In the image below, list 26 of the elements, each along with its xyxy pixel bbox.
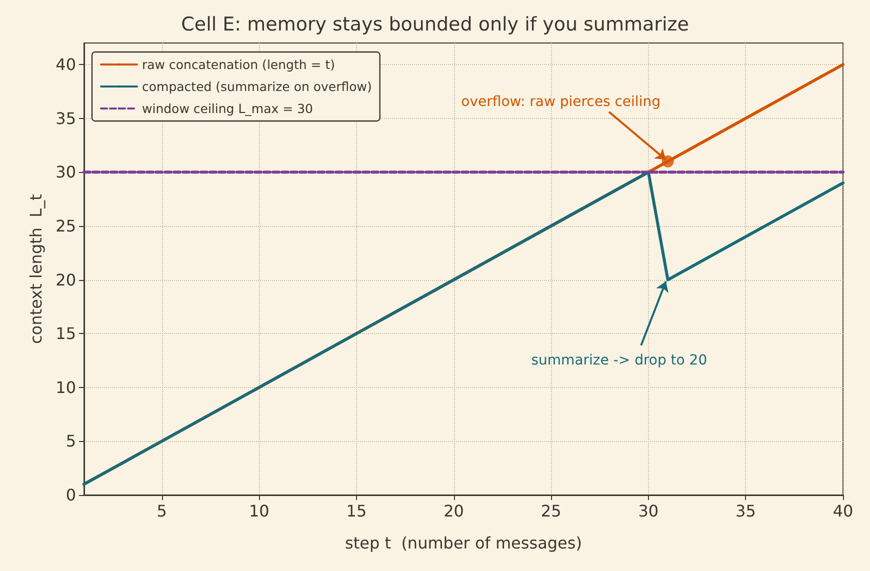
y-tick-label: 30: [56, 162, 76, 182]
legend-label: compacted (summarize on overflow): [142, 79, 372, 94]
x-tick-label: 5: [156, 502, 167, 520]
annotation: summarize -> drop to 20: [531, 352, 708, 368]
legend-label: window ceiling L_max = 30: [142, 101, 314, 116]
y-tick-label: 20: [56, 270, 76, 290]
y-tick-label: 15: [56, 324, 76, 344]
legend-label: raw concatenation (length = t): [142, 57, 335, 72]
x-tick-label: 40: [832, 502, 854, 520]
x-tick-label: 10: [248, 502, 270, 520]
x-tick-label: 20: [444, 502, 464, 520]
y-tick-label: 0: [66, 486, 76, 504]
y-tick-label: 10: [56, 378, 76, 397]
line-series: [82, 170, 844, 486]
y-tick-label: 35: [56, 108, 76, 128]
chart-title: Cell E: memory stays bounded only if you summarize: [181, 14, 689, 36]
annotation: overflow: raw pierces ceiling: [461, 94, 660, 110]
y-tick-label: 40: [56, 55, 76, 74]
y-axis-title: context length L_t: [26, 194, 46, 344]
y-tick-label: 25: [56, 216, 76, 236]
x-tick-label: 30: [638, 502, 659, 520]
x-tick-label: 25: [540, 502, 562, 520]
y-tick-label: 5: [66, 432, 76, 451]
x-tick-label: 35: [736, 502, 756, 520]
x-tick-label: 15: [346, 502, 367, 520]
x-axis-title: step t (number of messages): [345, 534, 582, 552]
